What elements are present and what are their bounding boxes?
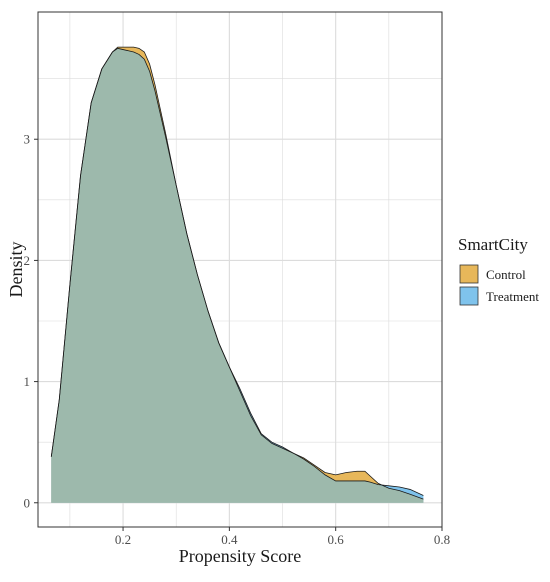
y-axis: 0 1 2 3 <box>24 132 38 510</box>
x-tick-label: 0.2 <box>115 532 131 547</box>
x-tick-label: 0.8 <box>434 532 450 547</box>
x-axis: 0.2 0.4 0.6 0.8 <box>115 527 450 547</box>
x-axis-title: Propensity Score <box>179 546 301 566</box>
y-tick-label: 1 <box>24 374 31 389</box>
legend-title: SmartCity <box>458 235 528 254</box>
y-axis-title: Density <box>6 242 26 298</box>
legend-label-control: Control <box>486 267 526 282</box>
legend-key-treatment <box>459 286 479 306</box>
legend-label-treatment: Treatment <box>486 289 539 304</box>
panel-border <box>37 11 443 528</box>
legend-key-control <box>459 264 479 284</box>
legend: SmartCity Control Treatment <box>458 235 539 306</box>
density-line-treatment <box>50 47 424 496</box>
y-tick-label: 0 <box>24 495 31 510</box>
y-tick-label: 2 <box>24 253 31 268</box>
density-areas <box>50 46 424 503</box>
x-tick-label: 0.6 <box>328 532 345 547</box>
density-area-overlap <box>51 48 424 503</box>
y-tick-label: 3 <box>24 132 31 147</box>
x-tick-label: 0.4 <box>221 532 238 547</box>
panel <box>37 11 443 528</box>
